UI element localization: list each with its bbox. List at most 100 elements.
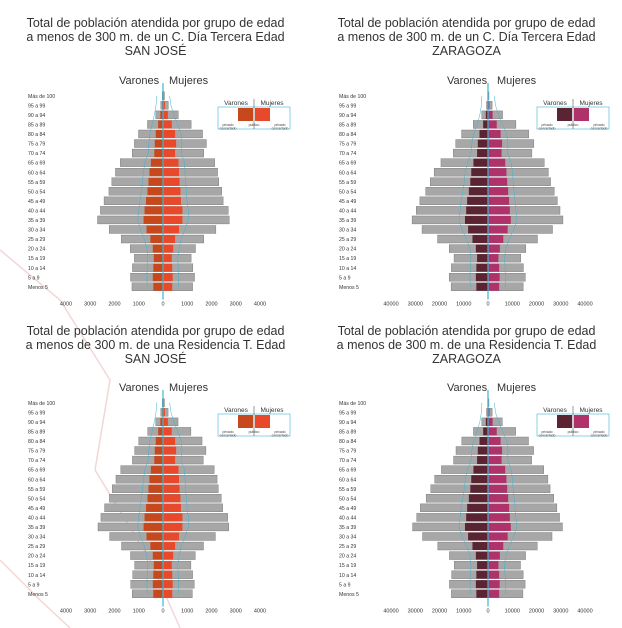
age-label: 15 a 19 bbox=[339, 563, 356, 569]
bar-mujeres-publico bbox=[488, 589, 500, 598]
bar-mujeres-publico bbox=[163, 130, 176, 138]
bar-varones-publico bbox=[160, 417, 163, 426]
age-label: 60 a 64 bbox=[28, 170, 45, 176]
bar-mujeres-publico bbox=[488, 561, 499, 570]
guide-line-varones bbox=[458, 95, 483, 287]
age-label: 25 a 29 bbox=[339, 237, 356, 243]
x-tick-label: 4000 bbox=[254, 302, 266, 308]
age-label: 85 a 89 bbox=[339, 430, 356, 436]
age-label: 25 a 29 bbox=[28, 544, 45, 550]
bar-mujeres-publico bbox=[163, 225, 180, 234]
age-label: 80 a 84 bbox=[28, 132, 45, 138]
legend-sub-label: privado bbox=[222, 123, 233, 127]
x-tick-label: 2000 bbox=[108, 302, 120, 308]
legend-sub-label: concertado bbox=[539, 434, 556, 438]
age-label: 75 a 79 bbox=[28, 449, 45, 455]
bar-mujeres-publico bbox=[488, 570, 500, 579]
legend-swatch-varones bbox=[238, 108, 253, 121]
bar-mujeres-publico bbox=[163, 149, 176, 158]
bar-mujeres-publico bbox=[488, 254, 499, 263]
guide-line-varones bbox=[458, 402, 483, 594]
bar-mujeres-publico bbox=[163, 110, 168, 119]
age-label: 35 a 39 bbox=[28, 218, 45, 224]
bar-varones-publico bbox=[483, 120, 488, 129]
bar-varones-publico bbox=[477, 254, 488, 263]
bar-varones-publico bbox=[464, 522, 488, 531]
bar-varones-publico bbox=[473, 158, 488, 167]
guide-line-mujeres bbox=[169, 402, 189, 594]
chart-title-line-2: a menos de 300 m. de una Residencia T. E… bbox=[25, 338, 286, 352]
age-label: 80 a 84 bbox=[339, 132, 356, 138]
age-label: 30 a 34 bbox=[339, 535, 356, 541]
bar-mujeres-publico bbox=[163, 589, 173, 598]
bar-mujeres-publico bbox=[488, 158, 506, 167]
legend-sub-label: concertado bbox=[539, 127, 556, 131]
x-tick-label: 30000 bbox=[553, 302, 568, 308]
age-label: 20 a 24 bbox=[339, 247, 356, 253]
bar-mujeres-publico bbox=[488, 522, 511, 531]
chart-title-line-1: Total de población atendida por grupo de… bbox=[337, 324, 596, 338]
bar-varones-publico bbox=[146, 532, 163, 541]
age-label: 50 a 54 bbox=[28, 189, 45, 195]
label-varones: Varones bbox=[447, 382, 488, 394]
bar-varones-publico bbox=[148, 177, 163, 186]
age-label: 30 a 34 bbox=[339, 228, 356, 234]
age-label: Más de 100 bbox=[28, 94, 55, 100]
bar-mujeres-publico bbox=[488, 244, 500, 253]
age-label: 40 a 44 bbox=[28, 208, 45, 214]
age-label: 65 a 69 bbox=[28, 161, 45, 167]
bar-mujeres-publico bbox=[163, 408, 165, 417]
bar-varones-publico bbox=[152, 273, 163, 282]
age-label: 55 a 59 bbox=[28, 487, 45, 493]
chart-title-line-3: ZARAGOZA bbox=[432, 44, 501, 58]
bar-mujeres-publico bbox=[488, 542, 504, 550]
legend-sub-label: concertado bbox=[220, 434, 237, 438]
bar-mujeres-publico bbox=[163, 168, 180, 177]
bar-varones-publico bbox=[158, 120, 163, 129]
bar-mujeres-publico bbox=[488, 475, 507, 484]
bar-varones-publico bbox=[466, 206, 488, 215]
age-label: 95 a 99 bbox=[28, 103, 45, 109]
legend-sub-label: concertado bbox=[220, 127, 237, 131]
age-label: 90 a 94 bbox=[28, 420, 45, 426]
bar-mujeres-publico bbox=[163, 177, 180, 186]
legend-swatch-mujeres bbox=[255, 108, 270, 121]
legend-sub-label: privado bbox=[274, 430, 285, 434]
bar-varones-publico bbox=[155, 130, 163, 138]
age-label: 45 a 49 bbox=[339, 199, 356, 205]
x-tick-label: 4000 bbox=[60, 609, 72, 615]
bar-varones-publico bbox=[154, 446, 163, 455]
bar-varones-publico bbox=[147, 494, 163, 503]
chart-title-line-3: SAN JOSÉ bbox=[124, 44, 187, 58]
age-label: 50 a 54 bbox=[339, 496, 356, 502]
bar-varones-publico bbox=[467, 503, 488, 512]
bar-varones-publico bbox=[470, 484, 488, 493]
legend-swatch-varones bbox=[557, 415, 572, 428]
age-label: 30 a 34 bbox=[28, 535, 45, 541]
bar-mujeres-publico bbox=[163, 456, 176, 465]
bar-varones-publico bbox=[476, 570, 488, 579]
bar-mujeres-publico bbox=[163, 215, 183, 224]
bar-mujeres-publico bbox=[163, 580, 173, 589]
age-label: 5 a 9 bbox=[339, 275, 351, 281]
bar-varones-publico bbox=[147, 187, 163, 196]
bar-varones-publico bbox=[152, 551, 163, 560]
guide-line-varones bbox=[137, 402, 157, 594]
legend-varones: Varones bbox=[224, 407, 248, 414]
age-label: 30 a 34 bbox=[28, 228, 45, 234]
bar-varones-publico bbox=[152, 580, 163, 589]
legend-swatch-varones bbox=[238, 415, 253, 428]
bar-mujeres-publico bbox=[488, 168, 507, 177]
bar-varones-publico bbox=[472, 235, 488, 243]
guide-line-varones bbox=[137, 95, 157, 287]
age-label: 15 a 19 bbox=[28, 256, 45, 262]
age-label: 10 a 14 bbox=[28, 266, 45, 272]
legend-sub-label: privado bbox=[541, 123, 552, 127]
x-tick-label: 3000 bbox=[230, 302, 242, 308]
age-label: 90 a 94 bbox=[339, 420, 356, 426]
bar-varones-publico bbox=[143, 522, 163, 531]
x-tick-label: 0 bbox=[161, 609, 164, 615]
age-label: Menos 5 bbox=[339, 592, 359, 598]
age-label: 20 a 24 bbox=[339, 554, 356, 560]
bar-mujeres-publico bbox=[163, 542, 176, 550]
